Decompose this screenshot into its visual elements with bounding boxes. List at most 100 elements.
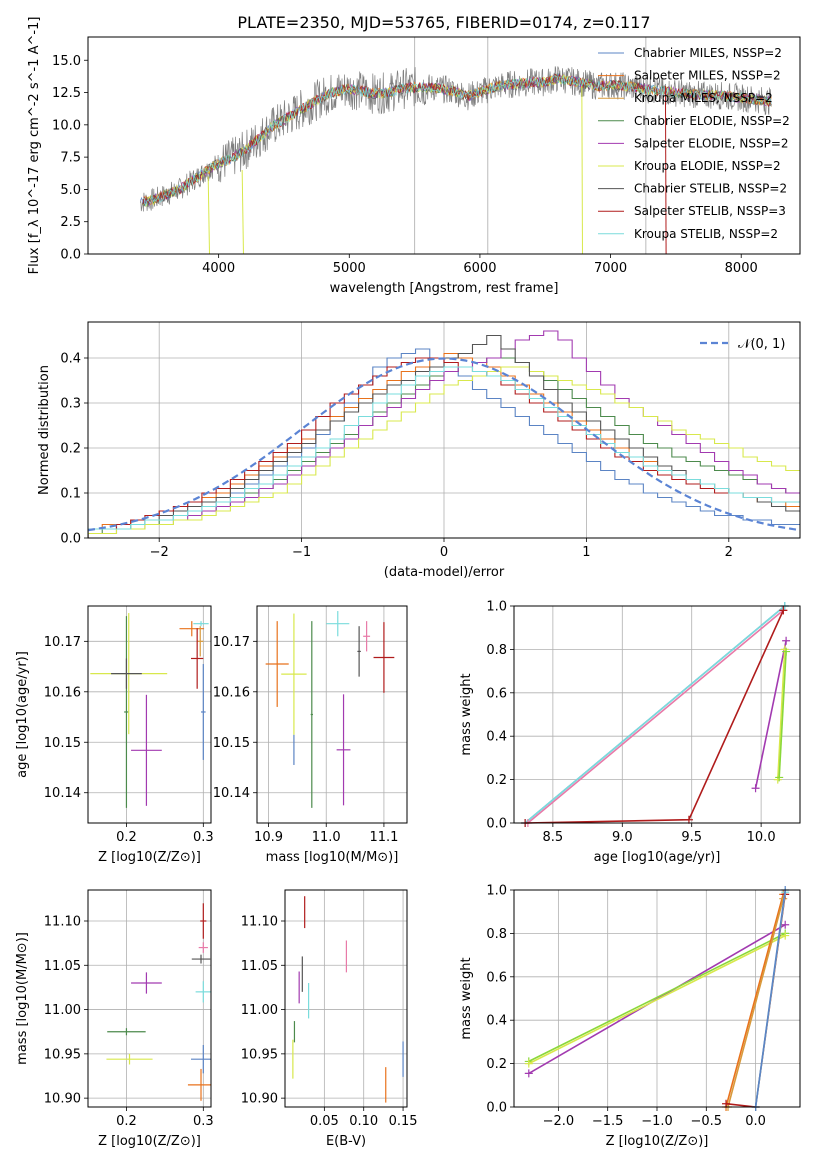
y-axis-label: mass weight (459, 673, 474, 755)
x-tick-label: −1.0 (641, 1114, 673, 1129)
y-tick-label: 11.00 (44, 1003, 81, 1018)
errorbar-point (265, 621, 289, 707)
axes-frame (87, 36, 801, 255)
y-tick-label: 10.17 (44, 635, 81, 650)
x-tick-label: 0.3 (193, 1114, 214, 1129)
x-tick-label: 1 (582, 545, 590, 560)
y-tick-label: 11.10 (44, 915, 81, 930)
legend-entry: Salpeter STELIB, NSSP=3 (634, 204, 786, 218)
y-tick-label: 0.6 (486, 970, 507, 985)
errorbar-point (131, 694, 162, 806)
spectrum-plot-area (139, 37, 772, 254)
x-axis-label: Z [log10(Z/Z⊙)] (606, 1134, 709, 1149)
legend-entry: 𝒩(0, 1) (738, 337, 785, 352)
axes-frame (256, 605, 408, 824)
weight-marker (751, 784, 760, 793)
x-tick-label: 10.0 (747, 830, 776, 845)
panel-age_vs_mass: 10.9 11.0 11.1 10.14 10.15 10.16 10.17 mass [lo… (213, 605, 408, 865)
weight-line-5 (727, 898, 784, 1108)
y-tick-label: 10.15 (213, 736, 250, 751)
legend-entry: Chabrier ELODIE, NSSP=2 (634, 114, 790, 128)
model-line-9 (142, 75, 772, 207)
weight-marker (779, 606, 788, 615)
x-axis-label: age [log10(age/yr)] (594, 850, 721, 865)
x-axis-label: (data-model)/error (384, 565, 505, 580)
y-tick-label: 10.90 (44, 1092, 81, 1107)
x-tick-label: 8.5 (543, 830, 564, 845)
x-axis-label: mass [log10(M/M⊙)] (266, 850, 399, 865)
x-tick-label: 0.05 (310, 1114, 339, 1129)
y-tick-label: 10.16 (44, 685, 81, 700)
y-tick-label: 0.1 (60, 487, 81, 502)
errorbar-point (373, 622, 395, 693)
y-tick-label: 2.5 (60, 215, 81, 230)
errorbar-point (187, 1068, 211, 1101)
errorbar-point (191, 1045, 211, 1074)
weight-marker (781, 931, 790, 940)
age_vs_Z-plot-area (90, 613, 209, 808)
x-tick-label: 10.9 (254, 830, 283, 845)
x-tick-label: 6000 (463, 261, 496, 276)
x-tick-label: 4000 (202, 261, 235, 276)
dip-line (207, 176, 210, 254)
weight-marker (722, 1099, 731, 1108)
weight-marker (773, 775, 782, 784)
weight-line-3 (528, 934, 786, 1065)
histogram-7 (88, 357, 800, 538)
y-tick-label: 11.05 (44, 959, 81, 974)
y-tick-label: 0.8 (486, 927, 507, 942)
residual-legend: 𝒩(0, 1) (700, 337, 785, 352)
massweight_vs_Z-plot-area (524, 886, 790, 1111)
weight-line-8 (754, 889, 786, 1108)
errorbar-point (111, 658, 142, 689)
y-axis-label: mass [log10(M/M⊙)] (15, 932, 30, 1065)
residual-plot-area (88, 330, 800, 538)
y-tick-label: 10.15 (44, 736, 81, 751)
panels: 4000 5000 6000 7000 80000.02.55.07.510.012.5… (15, 17, 801, 1149)
errorbar-point (193, 621, 209, 627)
errorbar-point (198, 942, 208, 953)
y-tick-label: 0.3 (60, 397, 81, 412)
y-tick-label: 10.14 (213, 786, 250, 801)
errorbar-point (191, 954, 211, 964)
errorbar-point (357, 626, 361, 677)
errorbar-point (281, 613, 307, 735)
dip-line (241, 170, 244, 254)
x-tick-label: 2 (725, 545, 733, 560)
y-tick-label: 11.10 (241, 915, 278, 930)
weight-marker (524, 1069, 533, 1078)
y-tick-label: 0.2 (486, 1057, 507, 1072)
errorbar-point (201, 664, 206, 760)
dip-line (664, 86, 667, 254)
y-tick-label: 1.0 (486, 884, 507, 899)
x-tick-label: 0.10 (349, 1114, 378, 1129)
weight-line-2 (528, 932, 786, 1063)
y-tick-label: 0.0 (60, 532, 81, 547)
axes-frame (87, 605, 212, 824)
y-tick-label: 15.0 (52, 54, 81, 69)
x-tick-label: 0 (440, 545, 448, 560)
x-tick-label: −2 (150, 545, 169, 560)
normal-curve (88, 357, 800, 532)
panel-age_vs_Z: 0.2 0.3 10.14 10.15 10.16 10.17 Z [log10(Z/Z⊙)… (15, 605, 214, 865)
errorbar-point (131, 972, 162, 994)
mass_vs_Z-plot-area (106, 903, 211, 1101)
histogram-5 (88, 366, 800, 538)
x-tick-label: 0.2 (116, 830, 137, 845)
y-tick-label: 10.95 (44, 1047, 81, 1062)
y-axis-label: Normed distribution (37, 365, 52, 495)
x-tick-label: 0.15 (389, 1114, 418, 1129)
x-axis-label: wavelength [Angstrom, rest frame] (330, 281, 559, 296)
errorbar-point (363, 621, 371, 652)
legend-entry: Kroupa STELIB, NSSP=2 (634, 227, 778, 241)
x-tick-label: −1 (292, 545, 311, 560)
x-tick-label: 9.5 (681, 830, 702, 845)
x-tick-label: 0.2 (116, 1114, 137, 1129)
panel-massweight_vs_age: 8.5 9.0 9.5 10.0 0.0 0.2 0.4 0.6 0.8 1.0 age [log1… (459, 600, 801, 865)
errorbar-point (106, 1053, 153, 1065)
weight-marker (780, 645, 789, 654)
legend-entry: Salpeter ELODIE, NSSP=2 (634, 136, 789, 150)
errorbar-point (124, 616, 129, 808)
weight-line-2 (524, 605, 786, 824)
weight-marker (782, 647, 791, 656)
